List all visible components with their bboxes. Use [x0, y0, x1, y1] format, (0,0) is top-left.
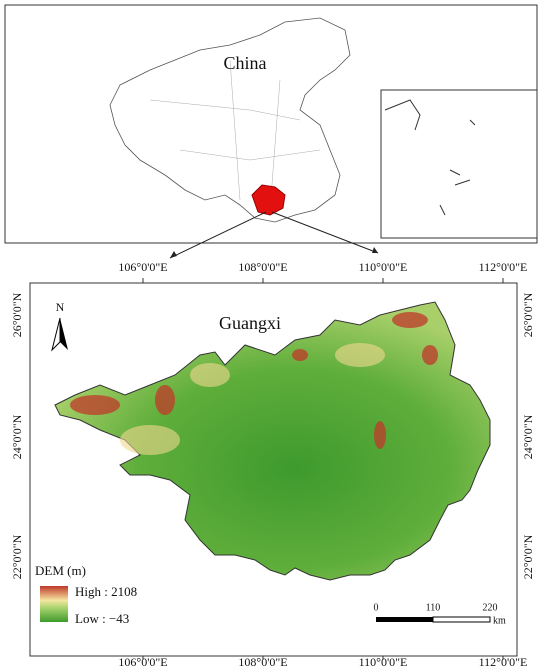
- guangxi-highlight: [251, 184, 286, 216]
- scale-label: 0: [374, 602, 379, 613]
- legend-ramp: [40, 586, 68, 622]
- latitude-label: 26°0'0"N: [521, 292, 535, 337]
- scale-unit: km: [493, 615, 506, 626]
- scale-bar: [432, 616, 491, 623]
- north-label: N: [56, 300, 65, 314]
- arrow: [271, 211, 379, 254]
- legend-title: DEM (m): [35, 563, 86, 578]
- latitude-label: 24°0'0"N: [521, 414, 535, 459]
- longitude-label: 108°0'0"E: [238, 655, 287, 669]
- scale-bar: [376, 617, 433, 622]
- latitude-label: 22°0'0"N: [10, 534, 24, 579]
- china-outline: [109, 17, 351, 223]
- latitude-label: 26°0'0"N: [10, 292, 24, 337]
- legend-high: High : 2108: [75, 584, 137, 599]
- china-label: China: [224, 53, 267, 73]
- scale-label: 220: [483, 602, 498, 613]
- arrow: [169, 211, 267, 259]
- latitude-label: 24°0'0"N: [10, 414, 24, 459]
- guangxi-dem: [54, 301, 491, 581]
- longitude-label: 106°0'0"E: [118, 260, 167, 274]
- map-title: Guangxi: [219, 313, 281, 333]
- inset-islands: [384, 99, 476, 216]
- latitude-label: 22°0'0"N: [521, 534, 535, 579]
- longitude-label: 108°0'0"E: [238, 260, 287, 274]
- inset-box: [380, 89, 538, 239]
- longitude-label: 106°0'0"E: [118, 655, 167, 669]
- province-borders: [149, 59, 321, 211]
- longitude-label: 110°0'0"E: [359, 655, 408, 669]
- scale-label: 110: [426, 602, 441, 613]
- highlands: [70, 312, 438, 449]
- longitude-label: 110°0'0"E: [359, 260, 408, 274]
- longitude-label: 112°0'0"E: [479, 655, 528, 669]
- legend-low: Low : −43: [75, 611, 129, 626]
- north-arrow: [60, 318, 68, 350]
- longitude-label: 112°0'0"E: [479, 260, 528, 274]
- arrowheads: [170, 247, 378, 258]
- uplands: [120, 343, 385, 455]
